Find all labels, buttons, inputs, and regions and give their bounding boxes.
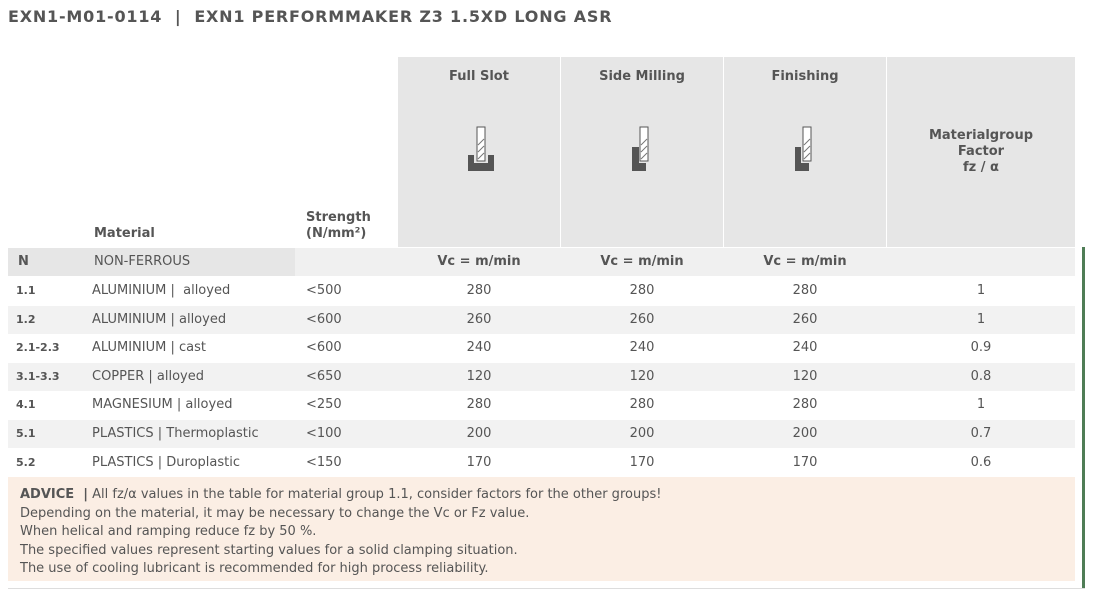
row-code: 1.2 (16, 312, 36, 326)
row-code: 2.1-2.3 (16, 341, 60, 355)
row-value: 280 (792, 397, 818, 413)
row-material: PLASTICS | Thermoplastic (92, 426, 259, 441)
factor-label-line: Factor (957, 144, 1005, 159)
row-value: 200 (466, 426, 492, 441)
row-value: 240 (466, 340, 492, 356)
advice-line: The use of cooling lubricant is recommen… (20, 561, 489, 576)
row-code: 5.2 (16, 455, 36, 469)
page-title: EXN1-M01-0114 | EXN1 PERFORMMAKER Z3 1.5… (8, 7, 613, 26)
finishing-icon (795, 126, 812, 171)
row-material: ALUMINIUM | cast (92, 340, 206, 356)
unit-label: Vc = m/min (763, 254, 847, 269)
operation-label: Finishing (771, 69, 839, 84)
row-bg (8, 362, 1075, 391)
operation-label: Side Milling (599, 69, 685, 84)
row-value: 0.9 (970, 340, 992, 356)
advice-box (8, 477, 1075, 581)
row-value: 240 (792, 340, 818, 356)
unit-label: Vc = m/min (437, 254, 521, 269)
row-strength: <650 (306, 368, 342, 384)
header-column (887, 57, 1075, 247)
row-value: 170 (466, 454, 492, 470)
material-label: Material (94, 226, 155, 241)
row-strength: <250 (306, 397, 342, 413)
row-material: ALUMINIUM | alloyed (92, 283, 231, 298)
row-value: 170 (792, 454, 818, 470)
row-value: 1 (976, 311, 986, 327)
bottom-rule (8, 588, 1085, 589)
group-row-bg (8, 248, 295, 276)
row-code: 5.1 (16, 427, 36, 440)
strength-label-line: (N/mm²) (306, 226, 367, 241)
row-bg (8, 420, 1075, 448)
row-value: 280 (629, 397, 655, 413)
strength-label: Strength (N/mm²) (306, 210, 371, 242)
row-value: 280 (629, 283, 655, 298)
row-value: 280 (792, 283, 818, 298)
row-value: 120 (629, 368, 655, 384)
row-value: 0.8 (970, 368, 992, 384)
row-value: 120 (466, 368, 492, 384)
side-milling-icon (632, 126, 649, 171)
advice-line-text: All fz/α values in the table for materia… (92, 487, 662, 502)
row-code: 3.1-3.3 (16, 369, 60, 383)
full-slot-icon (468, 126, 494, 171)
row-value: 170 (629, 454, 655, 470)
factor-label-line: fz / α (963, 160, 999, 175)
advice-line: ADVICE | All fz/α values in the table fo… (20, 486, 1070, 505)
row-value: 260 (629, 311, 655, 327)
advice-line: Depending on the material, it may be nec… (20, 505, 530, 521)
row-value: 280 (466, 397, 492, 413)
advice-label: ADVICE | (20, 487, 88, 502)
row-strength: <600 (306, 340, 342, 356)
group-row-bg (295, 248, 1075, 276)
factor-label: Materialgroup Factor fz / α (887, 128, 1075, 176)
row-strength: <100 (306, 426, 342, 441)
unit-label: Vc = m/min (600, 254, 684, 269)
advice-line: The specified values represent starting … (20, 542, 518, 558)
row-value: 240 (629, 340, 655, 356)
row-code: 4.1 (16, 398, 36, 412)
row-value: 1 (976, 397, 986, 413)
row-value: 260 (466, 311, 492, 327)
row-value: 0.6 (970, 454, 992, 470)
accent-bar (1082, 247, 1085, 588)
row-value: 280 (466, 283, 492, 298)
row-material: COPPER | alloyed (92, 368, 204, 384)
operation-label: Full Slot (449, 69, 509, 84)
row-value: 200 (792, 426, 818, 441)
row-strength: <150 (306, 454, 342, 470)
row-value: 120 (792, 368, 818, 384)
advice-line: When helical and ramping reduce fz by 50… (20, 524, 317, 539)
row-strength: <500 (306, 283, 342, 298)
row-value: 0.7 (970, 426, 992, 441)
factor-label-line: Materialgroup (928, 128, 1034, 143)
strength-label-line: Strength (306, 210, 371, 225)
row-material: ALUMINIUM | alloyed (92, 311, 227, 327)
row-material: MAGNESIUM | alloyed (92, 397, 233, 413)
row-code: 1.1 (16, 284, 36, 297)
row-value: 260 (792, 311, 818, 327)
group-name: NON-FERROUS (94, 254, 191, 269)
group-code: N (18, 254, 29, 269)
row-material: PLASTICS | Duroplastic (92, 454, 240, 470)
row-value: 200 (629, 426, 655, 441)
advice-text: ADVICE | All fz/α values in the table fo… (20, 486, 1070, 579)
row-value: 1 (976, 283, 986, 298)
row-strength: <600 (306, 311, 342, 327)
row-bg (8, 305, 1075, 334)
